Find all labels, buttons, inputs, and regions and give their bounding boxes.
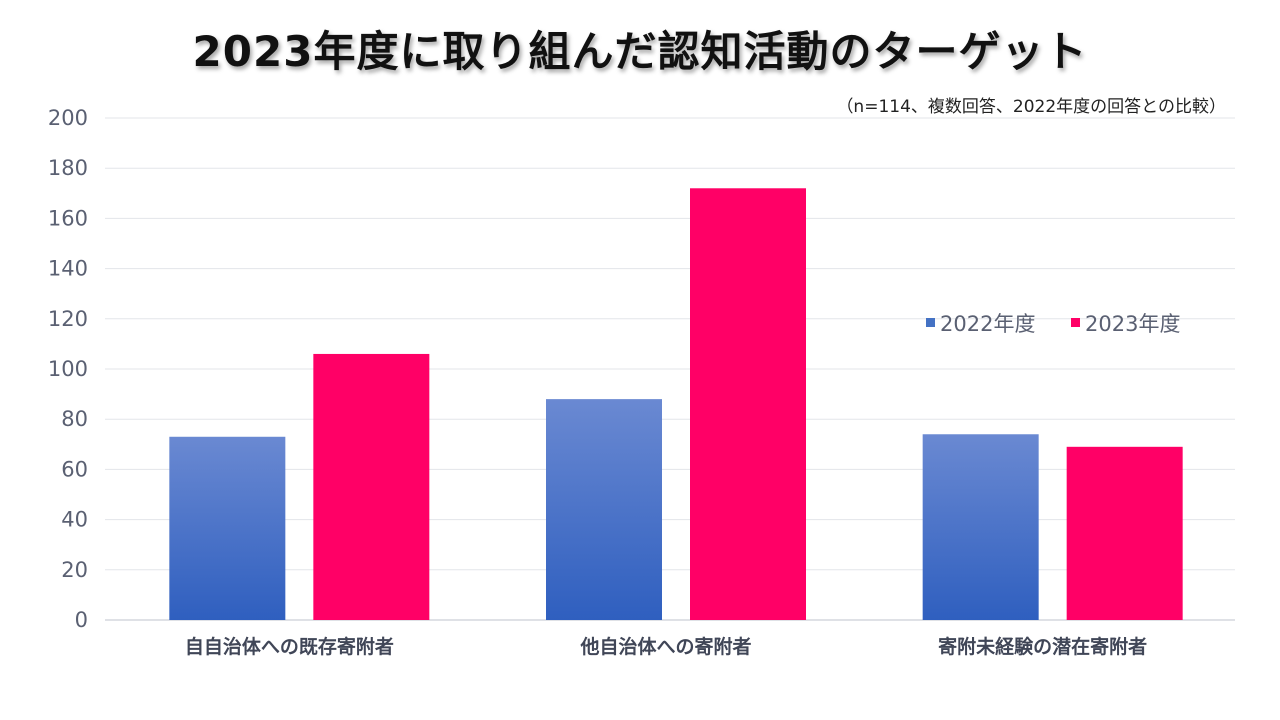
y-tick-label: 20 [61,558,88,582]
y-tick-label: 140 [48,257,88,281]
y-tick-label: 160 [48,206,88,230]
bar-series1-cat1 [169,436,286,620]
bar-series1-cat2 [546,399,662,620]
legend: 2022年度 2023年度 [926,312,1180,336]
bar-series2-cat3 [1066,446,1183,620]
y-tick-label: 60 [61,457,88,481]
legend-swatch [926,318,935,327]
bars [169,188,1183,620]
x-category-label: 寄附未経験の潜在寄附者 [938,635,1147,658]
legend-swatch [1071,318,1080,327]
y-tick-label: 100 [48,357,88,381]
y-tick-label: 40 [61,508,88,532]
y-tick-label: 200 [48,106,88,130]
y-tick-label: 120 [48,307,88,331]
x-category-label: 他自治体への寄附者 [579,635,751,658]
y-tick-label: 80 [61,407,88,431]
gridlines [105,117,1235,621]
chart-subtitle: （n=114、複数回答、2022年度の回答との比較） [836,97,1226,117]
x-category-label: 自自治体への既存寄附者 [185,635,394,658]
bar-series2-cat2 [690,188,806,620]
y-axis: 0 20 40 60 80 100 120 140 160 180 200 [48,106,88,632]
legend-label: 2023年度 [1085,312,1180,336]
chart-title: 2023年度に取り組んだ認知活動のターゲット [192,27,1088,76]
legend-label: 2022年度 [940,312,1035,336]
bar-series1-cat3 [922,434,1039,620]
y-tick-label: 0 [75,608,88,632]
bar-series2-cat1 [313,353,430,620]
y-tick-label: 180 [48,156,88,180]
x-axis: 自自治体への既存寄附者 他自治体への寄附者 寄附未経験の潜在寄附者 [185,635,1147,658]
